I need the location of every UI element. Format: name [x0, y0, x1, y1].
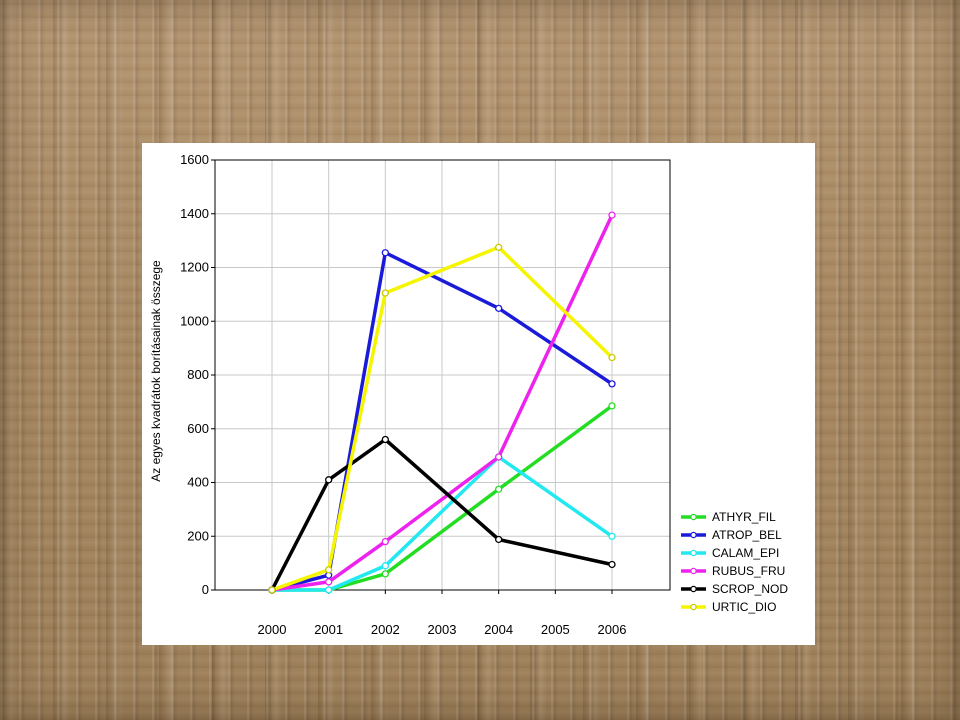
data-point-athyr_fil [608, 402, 616, 410]
y-tick-label: 1000 [180, 313, 209, 328]
data-point-scrop_nod [608, 560, 616, 569]
data-point-urtic_dio [381, 289, 389, 297]
line-chart: 0 200 400 600 800 1000 1200 1400 1600 2000 2001 200… [149, 152, 788, 637]
legend-marker [690, 603, 697, 611]
legend-label-athyr_fil: ATHYR_FIL [712, 510, 776, 524]
y-axis-label: Az egyes kvadrátok borításainak összege [149, 260, 163, 482]
data-point-urtic_dio [268, 586, 276, 594]
data-point-rubus_fru [495, 453, 503, 461]
y-tick-label: 800 [187, 367, 209, 382]
tick-labels: 0 200 400 600 800 1000 1200 1400 1600 2000 2001 200… [180, 152, 626, 637]
data-point-atrop_bel [608, 380, 616, 388]
legend-label-rubus_fru: RUBUS_FRU [712, 564, 785, 578]
x-tick-label: 2002 [371, 622, 400, 637]
y-tick-label: 0 [202, 582, 209, 597]
x-tick-label: 2000 [258, 622, 287, 637]
chart-panel: 0 200 400 600 800 1000 1200 1400 1600 2000 2001 200… [142, 143, 815, 645]
series-markers [268, 211, 616, 594]
data-point-rubus_fru [325, 578, 333, 586]
data-point-urtic_dio [495, 243, 503, 251]
data-point-scrop_nod [495, 535, 503, 544]
x-tick-label: 2004 [484, 622, 513, 637]
x-tick-label: 2005 [541, 622, 570, 637]
y-tick-label: 1600 [180, 152, 209, 167]
legend-marker [690, 567, 697, 575]
data-point-calam_epi [608, 532, 616, 540]
data-point-athyr_fil [381, 570, 389, 578]
data-point-calam_epi [325, 586, 333, 594]
legend-label-scrop_nod: SCROP_NOD [712, 582, 788, 596]
data-point-urtic_dio [608, 353, 616, 362]
x-tick-label: 2003 [428, 622, 457, 637]
legend-label-atrop_bel: ATROP_BEL [712, 528, 782, 542]
grid [215, 159, 670, 591]
data-point-rubus_fru [381, 537, 389, 546]
data-point-rubus_fru [608, 211, 616, 219]
y-tick-label: 200 [187, 528, 209, 543]
legend-label-calam_epi: CALAM_EPI [712, 546, 779, 560]
data-point-athyr_fil [495, 485, 503, 493]
data-point-scrop_nod [381, 435, 389, 444]
data-point-scrop_nod [325, 476, 333, 484]
data-point-calam_epi [381, 562, 389, 570]
y-tick-label: 1200 [180, 260, 209, 275]
axes [211, 159, 671, 594]
data-point-urtic_dio [325, 566, 333, 574]
y-tick-label: 600 [187, 421, 209, 436]
x-tick-label: 2001 [314, 622, 343, 637]
y-tick-label: 1400 [180, 206, 209, 221]
x-tick-label: 2006 [598, 622, 627, 637]
data-point-atrop_bel [495, 304, 503, 313]
legend-marker [690, 549, 697, 557]
legend-marker [690, 585, 697, 593]
legend-label-urtic_dio: URTIC_DIO [712, 600, 776, 614]
legend-marker [690, 531, 697, 539]
legend: ATHYR_FIL ATROP_BEL CALAM_EPI RUBUS_FRU SCRO… [681, 510, 788, 614]
data-point-atrop_bel [381, 249, 389, 257]
legend-marker [690, 513, 697, 521]
y-tick-label: 400 [187, 475, 209, 490]
